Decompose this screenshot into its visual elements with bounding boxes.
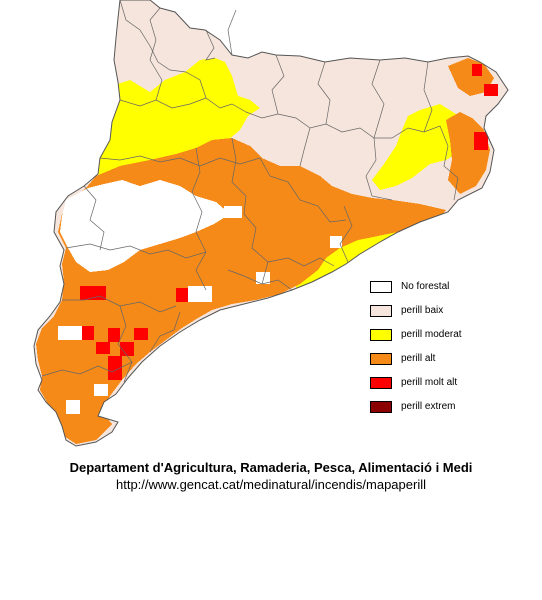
legend-swatch [370, 305, 392, 317]
legend-swatch [370, 329, 392, 341]
legend-item: perill moderat [370, 326, 530, 350]
comarca-boundaries [41, 0, 459, 383]
credit-url[interactable]: http://www.gencat.cat/medinatural/incend… [116, 477, 426, 492]
legend-item: No forestal [370, 278, 530, 302]
zone-nonforest-g [330, 236, 342, 248]
zone-nonforest-d [66, 400, 80, 414]
zone-veryhigh-4 [108, 328, 120, 342]
zone-nonforest-c [58, 326, 82, 340]
legend-item: perill extrem [370, 398, 530, 422]
map-legend: No forestal perill baix perill moderat peri… [370, 278, 530, 422]
zone-nonforest-a [188, 286, 212, 302]
zone-veryhigh-2 [176, 288, 188, 302]
zone-nonforest-b [256, 272, 270, 284]
map-credit: Departament d'Agricultura, Ramaderia, Pe… [0, 456, 542, 492]
zone-veryhigh-9 [474, 132, 488, 150]
legend-swatch [370, 401, 392, 413]
zone-nonforest-west [60, 180, 230, 272]
legend-label: perill extrem [401, 401, 456, 412]
legend-label: No forestal [401, 281, 450, 292]
zone-moderate-nw [96, 58, 260, 178]
legend-item: perill molt alt [370, 374, 530, 398]
legend-swatch [370, 377, 392, 389]
zone-veryhigh-10 [484, 84, 498, 96]
zone-veryhigh-6 [96, 342, 110, 354]
legend-item: perill baix [370, 302, 530, 326]
legend-label: perill alt [401, 353, 436, 364]
legend-swatch [370, 281, 392, 293]
zone-moderate-ne [372, 104, 468, 190]
zone-veryhigh-5 [134, 328, 148, 340]
zone-veryhigh-3 [82, 326, 94, 340]
zone-veryhigh-7 [120, 342, 134, 356]
credit-title: Departament d'Agricultura, Ramaderia, Pe… [69, 460, 473, 475]
zone-veryhigh-11 [472, 64, 482, 76]
zone-veryhigh-1 [80, 286, 106, 300]
legend-label: perill baix [401, 305, 444, 316]
legend-label: perill moderat [401, 329, 462, 340]
legend-label: perill molt alt [401, 377, 458, 388]
zone-high-nw-corner [448, 58, 494, 96]
zone-veryhigh-8 [108, 356, 122, 380]
catalonia-fire-risk-map [33, 0, 509, 447]
zone-nonforest-e [94, 384, 108, 396]
legend-swatch [370, 353, 392, 365]
zone-nonforest-f [224, 206, 242, 218]
legend-item: perill alt [370, 350, 530, 374]
